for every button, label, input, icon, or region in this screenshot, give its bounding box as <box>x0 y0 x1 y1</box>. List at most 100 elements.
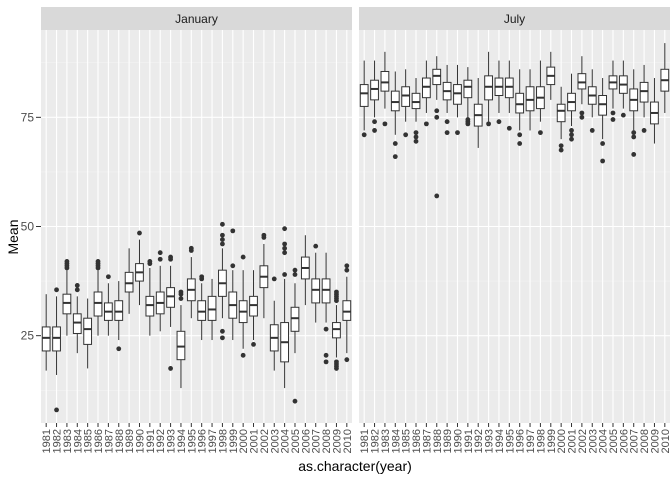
x-tick-label: 1998 <box>217 429 229 453</box>
x-tick-label: 1999 <box>546 429 558 453</box>
x-tick-label: 1992 <box>155 429 167 453</box>
outlier-point <box>261 232 267 238</box>
x-tick-label: 1984 <box>72 429 84 453</box>
outlier-point <box>74 287 80 293</box>
x-tick-label: 1993 <box>166 429 178 453</box>
box-iqr <box>390 90 400 112</box>
outlier-point <box>579 110 585 116</box>
x-tick-label: 2007 <box>311 429 323 453</box>
outlier-point <box>517 141 523 146</box>
box-iqr <box>62 293 72 315</box>
x-tick-label: 1991 <box>145 429 157 453</box>
outlier-point <box>344 357 350 363</box>
box-january-2001 <box>249 270 258 347</box>
box-iqr <box>556 103 566 123</box>
x-tick-label: 1981 <box>359 429 371 453</box>
outlier-point <box>199 274 205 280</box>
box-july-1988 <box>432 56 442 199</box>
box-january-2002 <box>259 232 269 319</box>
box-iqr <box>515 92 525 114</box>
box-iqr <box>432 68 442 86</box>
outlier-point <box>465 117 471 122</box>
box-january-2008 <box>321 252 331 365</box>
outlier-point <box>631 152 637 157</box>
outlier-point <box>620 112 626 118</box>
box-january-1981 <box>41 294 51 371</box>
box-iqr <box>598 95 608 116</box>
outlier-point <box>600 141 606 146</box>
y-tick-label: 75 <box>21 110 35 124</box>
x-tick-label: 2003 <box>269 429 281 453</box>
outlier-point <box>323 359 329 365</box>
x-tick-label: 1982 <box>370 429 382 453</box>
outlier-point <box>434 114 440 120</box>
y-axis: 25 50 75 <box>21 110 41 343</box>
box-january-1994 <box>176 289 186 389</box>
box-january-2003 <box>269 276 279 371</box>
outlier-point <box>334 359 339 365</box>
box-iqr <box>411 92 421 110</box>
facet-panel-july: July <box>359 7 670 423</box>
outlier-point <box>434 193 440 199</box>
x-tick-label: 1985 <box>83 429 95 453</box>
outlier-point <box>240 254 246 260</box>
box-iqr <box>525 86 535 112</box>
box-january-1986 <box>93 259 103 336</box>
box-january-1983 <box>62 259 72 336</box>
box-iqr <box>197 300 207 321</box>
outlier-point <box>54 407 59 413</box>
x-tick-label: 1986 <box>93 429 105 453</box>
box-january-1991 <box>145 259 155 336</box>
box-july-2005 <box>608 60 618 122</box>
x-tick-label: 2010 <box>660 429 672 453</box>
box-july-1992 <box>473 78 483 148</box>
outlier-point <box>313 243 319 249</box>
outlier-point <box>382 121 388 127</box>
outlier-point <box>361 132 367 138</box>
box-july-2008 <box>639 64 649 133</box>
box-july-2004 <box>598 78 608 164</box>
outlier-point <box>392 154 398 160</box>
box-july-1982 <box>370 60 379 133</box>
box-iqr <box>249 295 258 317</box>
outlier-point <box>74 283 80 288</box>
box-iqr <box>83 317 93 345</box>
outlier-point <box>558 143 564 149</box>
box-iqr <box>72 313 82 334</box>
box-july-1986 <box>411 78 421 144</box>
x-tick-label: 1987 <box>421 429 433 453</box>
x-tick-label: 2001 <box>567 429 579 453</box>
x-tick-label: 1992 <box>473 429 485 453</box>
outlier-point <box>423 121 429 127</box>
outlier-point <box>610 117 616 122</box>
x-tick-label: 2003 <box>587 429 599 453</box>
outlier-point <box>344 263 350 269</box>
outlier-point <box>220 335 225 341</box>
box-july-1983 <box>380 51 390 127</box>
x-tick-label: 2001 <box>249 429 261 453</box>
outlier-point <box>292 398 298 404</box>
outlier-point <box>220 237 225 243</box>
x-tick-label: 1990 <box>134 429 146 453</box>
x-tick-label: 1998 <box>535 429 547 453</box>
outlier-point <box>116 346 122 352</box>
box-iqr <box>93 291 103 317</box>
outlier-point <box>403 132 409 138</box>
outlier-point <box>54 287 59 293</box>
x-tick-label: 2008 <box>639 429 651 453</box>
outlier-point <box>631 130 637 136</box>
box-iqr <box>321 278 331 304</box>
x-tick-label: 1994 <box>494 429 506 453</box>
x-tick-label: 2004 <box>280 429 292 453</box>
outlier-point <box>220 328 225 334</box>
outlier-point <box>178 289 184 295</box>
facet-strip-label: July <box>504 12 525 26</box>
y-axis-title: Mean <box>5 219 21 254</box>
outlier-point <box>178 296 184 301</box>
x-tick-label: 1981 <box>41 429 53 453</box>
box-iqr <box>463 79 473 99</box>
box-july-1987 <box>421 60 431 127</box>
outlier-point <box>589 128 595 133</box>
box-july-1991 <box>463 67 473 127</box>
